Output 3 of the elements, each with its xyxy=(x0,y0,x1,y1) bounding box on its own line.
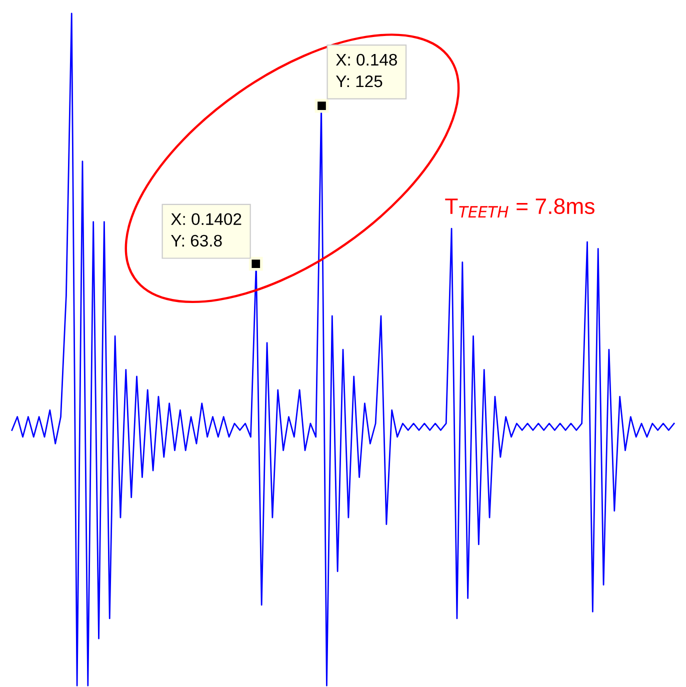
annotation: T$_{TEETH}$ = 7.8ms xyxy=(445,198,594,218)
annotation: X: 0.1402 Y: 63.8 xyxy=(171,213,242,247)
annotation: X: 0.148 Y: 125 xyxy=(336,54,397,88)
